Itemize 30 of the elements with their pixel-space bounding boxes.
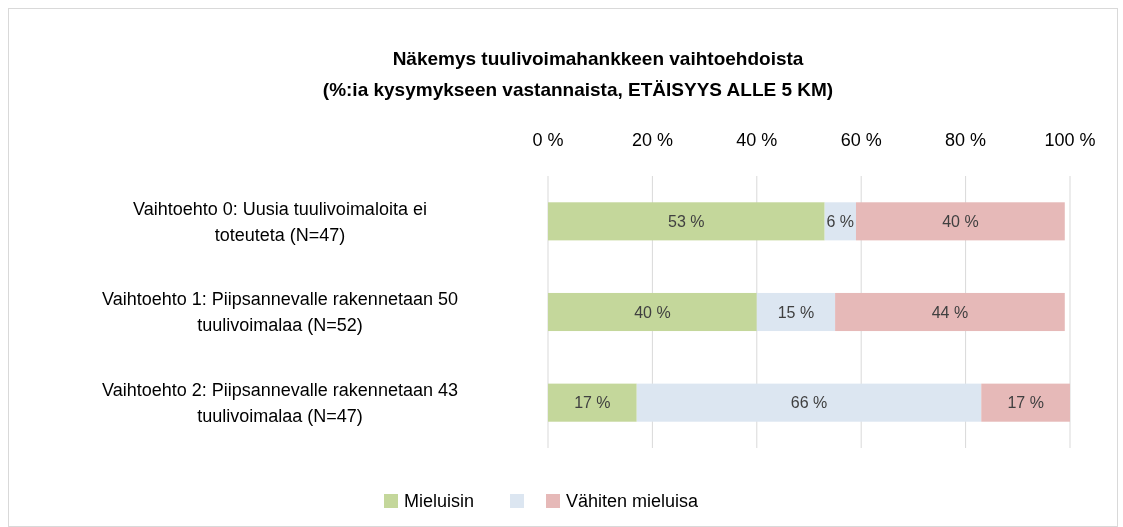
x-tick-label: 60 % [840, 130, 882, 150]
bar [855, 202, 1065, 241]
bar [548, 292, 757, 332]
legend-label: Vähiten mieluisa [566, 491, 700, 512]
data-label: 17 % [1007, 394, 1044, 412]
x-tick-label: 20 % [631, 130, 673, 150]
y-tick-label: Vaihtoehto 2: Piipsannevalle rakennetaan 43 tuulivoimalaa (N=47) [102, 379, 458, 426]
data-label: 15 % [777, 303, 815, 321]
bar [548, 383, 637, 422]
data-label: 40 % [942, 212, 979, 230]
bar [548, 202, 825, 241]
data-label: 44 % [931, 303, 969, 321]
x-tick-label: 80 % [945, 130, 987, 150]
x-tick-label: 100 % [1044, 130, 1096, 150]
chart-subtitle: (%:ia kysymykseen vastannaista, ETÄISYYS ALLE 5 KM) [322, 79, 834, 100]
data-label: 6 % [826, 212, 855, 230]
data-label: 53 % [668, 212, 705, 230]
bar [636, 383, 982, 422]
bar [756, 292, 836, 332]
x-tick-label: 40 % [736, 130, 778, 150]
x-tick-label: 0 % [532, 130, 564, 150]
data-label: 66 % [790, 394, 828, 412]
y-tick-label: Vaihtoehto 0: Uusia tuulivoimaloita ei toteuteta (N=47) [133, 198, 427, 245]
y-tick-label: Vaihtoehto 1: Piipsannevalle rakennetaan 50 tuulivoimalaa (N=52) [102, 289, 458, 336]
data-label: 40 % [634, 303, 671, 321]
data-label: 17 % [574, 394, 611, 412]
bar [981, 383, 1070, 422]
legend-label: Mieluisin [404, 491, 475, 512]
bar [835, 292, 1065, 332]
chart-title: Näkemys tuulivoimahankkeen vaihtoehdoista [392, 48, 804, 69]
